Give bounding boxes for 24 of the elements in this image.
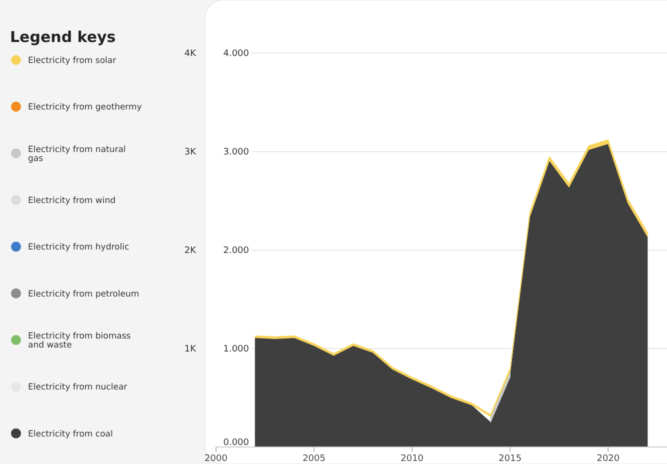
x-tick-label: 2000: [204, 454, 228, 464]
x-tick-label: 2015: [498, 454, 522, 464]
legend-label: Electricity from biomass and waste: [28, 332, 132, 350]
y2-tick-label: 2.000: [223, 246, 250, 256]
legend-label: Electricity from solar: [28, 56, 117, 66]
x-tick-label: 2020: [596, 454, 620, 464]
y-tick-label: 1K: [184, 344, 198, 355]
y-tick-label: 2K: [184, 246, 198, 256]
y-tick-label: 3K: [184, 148, 198, 158]
legend-label: Electricity from coal: [28, 429, 113, 440]
legend-label: Electricity from wind: [28, 196, 116, 206]
legend-label: Electricity from geothermy: [28, 102, 142, 113]
y-tick-label: 4K: [184, 49, 198, 60]
y2-tick-label: 3.000: [223, 148, 250, 158]
x-tick-label: 2005: [302, 454, 326, 464]
legend-title: Legend keys: [10, 28, 116, 46]
legend-label: Electricity from petroleum: [28, 289, 140, 300]
y2-tick-label: 0.000: [223, 438, 250, 448]
x-tick-label: 2010: [400, 454, 424, 464]
legend-label: Electricity from hydrolic: [28, 242, 130, 253]
y2-tick-label: 1.000: [223, 344, 250, 355]
legend-label: Electricity from nuclear: [28, 382, 128, 393]
y2-tick-label: 4.000: [223, 49, 250, 60]
legend-label: Electricity from natural gas: [28, 144, 126, 164]
